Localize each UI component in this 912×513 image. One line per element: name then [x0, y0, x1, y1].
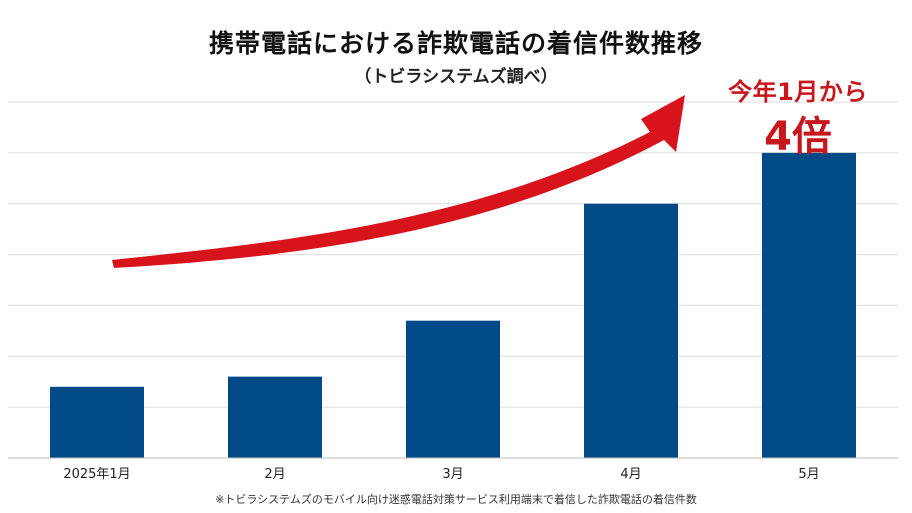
bar [584, 203, 678, 458]
bar [228, 376, 322, 458]
bar-group [50, 152, 856, 458]
growth-arrow [112, 95, 685, 268]
chart-title: 携帯電話における詐欺電話の着信件数推移 [208, 29, 703, 58]
x-axis: 2025年1月 2月 3月 4月 5月 [8, 457, 898, 482]
x-tick-label: 4月 [620, 467, 641, 482]
chart-footnote: ※トビラシステムズのモバイル向け迷惑電話対策サービス利用端末で着信した詐欺電話の… [215, 493, 697, 506]
bar [406, 320, 500, 458]
x-tick-label: 2月 [264, 467, 285, 482]
annotation-text-line2: 4倍 [764, 114, 832, 160]
x-tick-label: 2025年1月 [63, 467, 130, 482]
growth-arrow-shape [112, 95, 685, 268]
annotation-text-line1: 今年1月から [728, 78, 868, 106]
x-tick-label: 3月 [442, 467, 463, 482]
bar [762, 152, 856, 458]
bar [50, 386, 144, 458]
x-tick-label: 5月 [798, 467, 819, 482]
chart-subtitle: （トビラシステムズ調べ） [354, 67, 558, 87]
